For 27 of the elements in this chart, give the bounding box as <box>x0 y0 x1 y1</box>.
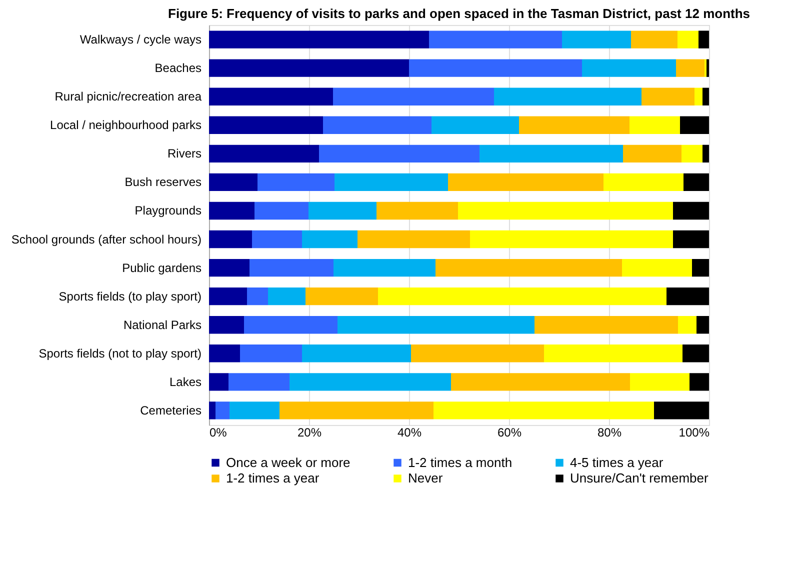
y-tick-label: Playgrounds <box>134 204 202 218</box>
x-tick-label: 100% <box>678 426 710 440</box>
legend-label: Unsure/Can't remember <box>570 470 709 486</box>
y-tick-label: Rivers <box>167 146 202 161</box>
y-tick-label: Rural picnic/recreation area <box>54 90 202 104</box>
y-tick-label: Sports fields (not to play sport) <box>38 346 202 360</box>
legend-label: 1-2 times a month <box>408 454 512 470</box>
y-tick-label: Sports fields (to play sport) <box>58 289 202 304</box>
y-tick-label: National Parks <box>123 318 202 332</box>
legend-label: 1-2 times a year <box>226 470 320 486</box>
x-tick-label: 40% <box>397 426 422 440</box>
y-tick-label: Bush reserves <box>124 175 202 190</box>
legend-label: 4-5 times a year <box>570 454 664 470</box>
y-tick-label: Walkways / cycle ways <box>80 32 202 47</box>
x-tick-label: 80% <box>597 426 622 440</box>
x-tick-label: 0% <box>210 426 228 440</box>
x-tick-label: 60% <box>497 426 522 440</box>
y-tick-label: Local / neighbourhood parks <box>50 118 202 132</box>
y-tick-label: Public gardens <box>122 260 202 275</box>
y-tick-label: Lakes <box>169 374 202 389</box>
y-tick-label: Cemeteries <box>140 403 202 418</box>
legend-label: Never <box>408 470 444 486</box>
chart-title: Figure 5: Frequency of visits to parks and open spaced in the Tasman District, past 12 months <box>168 6 750 21</box>
legend-label: Once a week or more <box>226 454 350 470</box>
y-tick-label: Beaches <box>154 61 202 76</box>
y-tick-label: School grounds (after school hours) <box>11 232 202 246</box>
x-tick-label: 20% <box>297 426 322 440</box>
